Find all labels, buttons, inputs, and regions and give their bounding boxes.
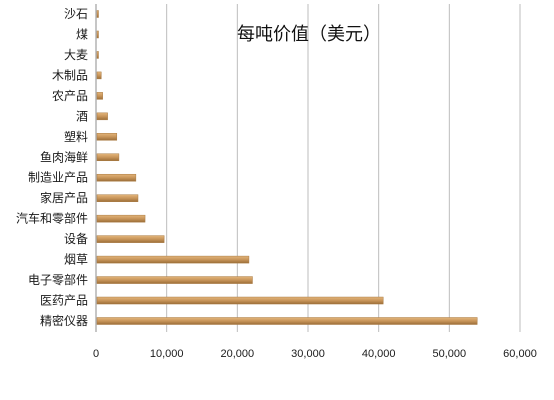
category-label: 大麦 [64,48,88,62]
x-tick-label: 20,000 [221,348,255,360]
bar [96,133,118,141]
category-label: 农产品 [52,89,88,103]
bar [96,92,103,100]
category-label: 塑料 [64,129,88,144]
category-label: 精密仪器 [40,313,88,328]
category-label: 医药产品 [40,294,88,308]
x-tick-label: 10,000 [150,348,184,360]
bar [96,173,137,182]
bar [96,276,253,284]
category-label: 烟草 [64,253,88,267]
x-tick-labels: 0 10,000 20,000 30,000 40,000 50,000 60,000 [93,348,537,360]
category-label: 鱼肉海鲜 [40,149,88,164]
category-label: 家居产品 [40,190,88,205]
category-label: 电子零部件 [28,272,88,287]
bar [96,296,384,305]
category-label: 汽车和零部件 [16,211,88,226]
category-labels: 精密仪器 医药产品 电子零部件 烟草 设备 汽车和零部件 家居产品 制造业产品 鱼肉海鲜 塑料 酒农… [16,7,88,328]
category-label: 沙石 [64,7,88,21]
category-label: 制造业产品 [28,171,88,185]
category-label: 煤 [76,27,88,41]
x-tick-label: 60,000 [503,348,537,360]
category-label: 设备 [64,232,88,246]
bar [96,153,120,162]
category-label: 木制品 [52,68,88,82]
bar [96,10,99,18]
bar [96,235,165,243]
bar [96,51,99,59]
bar [96,194,139,202]
bar [96,214,146,223]
x-tick-label: 40,000 [362,348,396,360]
bar [96,317,478,325]
bars [96,10,478,325]
bar [96,255,250,264]
category-label: 酒 [76,109,88,123]
bar [96,30,99,39]
bar [96,71,102,80]
x-tick-label: 0 [93,348,99,360]
chart-title: 每吨价值（美元） [237,24,381,45]
x-tick-label: 50,000 [433,348,467,360]
bar [96,112,108,121]
x-tick-label: 30,000 [291,348,325,360]
